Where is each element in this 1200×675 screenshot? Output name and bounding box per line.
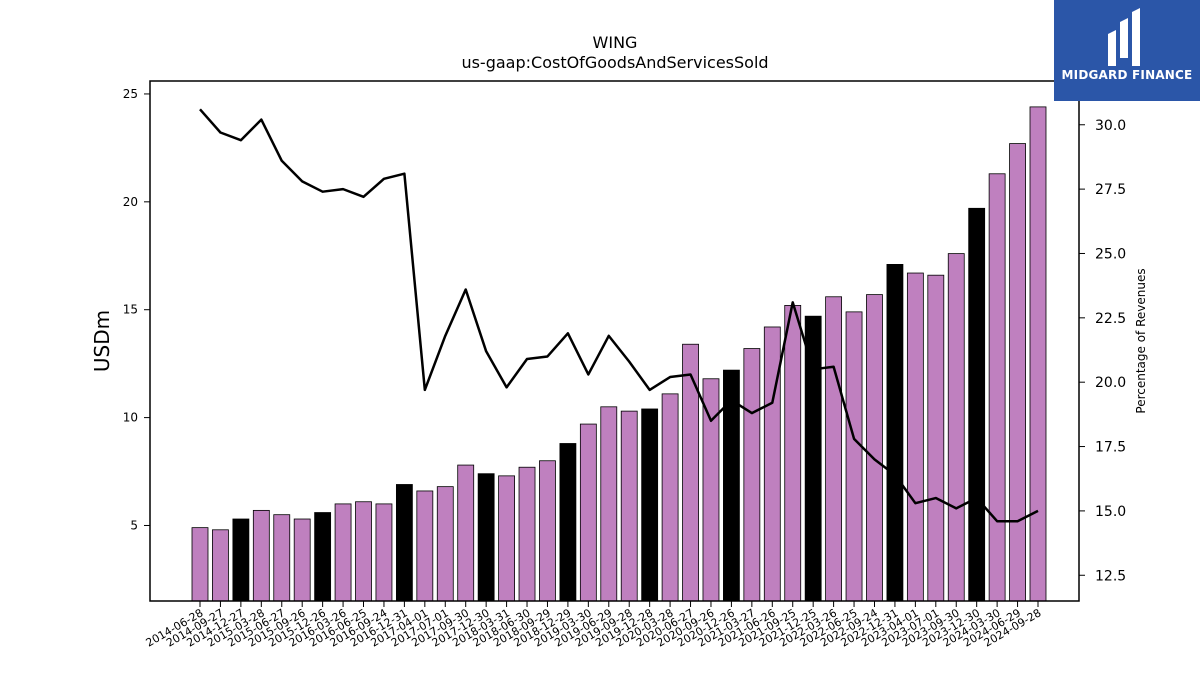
- y2-axis-label: Percentage of Revenues: [1134, 268, 1148, 413]
- bar: [620, 410, 638, 602]
- chart-title: WING: [593, 33, 638, 52]
- bar: [1029, 106, 1047, 602]
- bar: [395, 484, 413, 602]
- bar: [784, 304, 802, 602]
- bar: [661, 393, 679, 602]
- bar: [988, 173, 1006, 602]
- bar: [682, 343, 699, 602]
- bar: [641, 408, 659, 602]
- bar: [702, 378, 720, 602]
- bar: [866, 294, 883, 602]
- y-tick-label: 20: [123, 195, 138, 209]
- bar: [232, 518, 250, 602]
- bar: [457, 464, 475, 602]
- bar: [498, 475, 515, 602]
- bar: [886, 264, 904, 602]
- bar: [273, 514, 291, 602]
- bar: [293, 518, 311, 602]
- bar: [334, 503, 352, 602]
- y-tick-label: 15: [123, 303, 138, 317]
- series-line: [199, 108, 1039, 523]
- y2-tick-label: 22.5: [1095, 311, 1126, 327]
- bar: [477, 473, 495, 602]
- bar: [947, 253, 965, 602]
- bar: [518, 466, 536, 602]
- y2-tick-label: 15.0: [1095, 504, 1126, 520]
- plot-frame: [149, 80, 1080, 602]
- bar: [825, 296, 843, 602]
- bar: [436, 486, 454, 602]
- bar: [845, 311, 863, 602]
- bar: [968, 207, 986, 602]
- bar: [252, 509, 270, 602]
- y-tick-label: 25: [123, 87, 138, 101]
- y2-tick-label: 30.0: [1095, 118, 1126, 134]
- y2-tick-label: 27.5: [1095, 182, 1126, 198]
- y-tick-label: 10: [123, 411, 138, 425]
- bar: [355, 501, 372, 602]
- bar: [375, 503, 393, 602]
- bar: [539, 460, 556, 602]
- plot-area: 5 10 15 20 25 12.5 15.0 17.5 20.0 22.5 25.0 27.5 30.…: [123, 87, 1126, 650]
- bar: [927, 274, 945, 602]
- bar: [579, 423, 597, 602]
- bar: [314, 512, 332, 602]
- bar: [804, 315, 822, 602]
- chart-subtitle: us-gaap:CostOfGoodsAndServicesSold: [461, 53, 768, 72]
- logo-text: MIDGARD FINANCE: [1061, 68, 1193, 82]
- bar: [906, 272, 924, 602]
- logo: MIDGARD FINANCE: [1054, 0, 1200, 101]
- y-axis-label: USDm: [90, 310, 114, 372]
- bar: [212, 529, 229, 602]
- bar: [743, 348, 761, 602]
- bar: [1009, 143, 1026, 602]
- y2-tick-label: 25.0: [1095, 246, 1126, 262]
- y2-tick-label: 20.0: [1095, 375, 1126, 391]
- y2-tick-label: 12.5: [1095, 568, 1126, 584]
- y-tick-label: 5: [130, 518, 138, 532]
- y2-tick-label: 17.5: [1095, 440, 1126, 456]
- bar: [763, 326, 781, 602]
- bar: [191, 527, 209, 602]
- bar: [559, 443, 577, 602]
- midgard-logo-icon: [1108, 8, 1140, 66]
- bar: [600, 406, 618, 602]
- bar: [416, 490, 434, 602]
